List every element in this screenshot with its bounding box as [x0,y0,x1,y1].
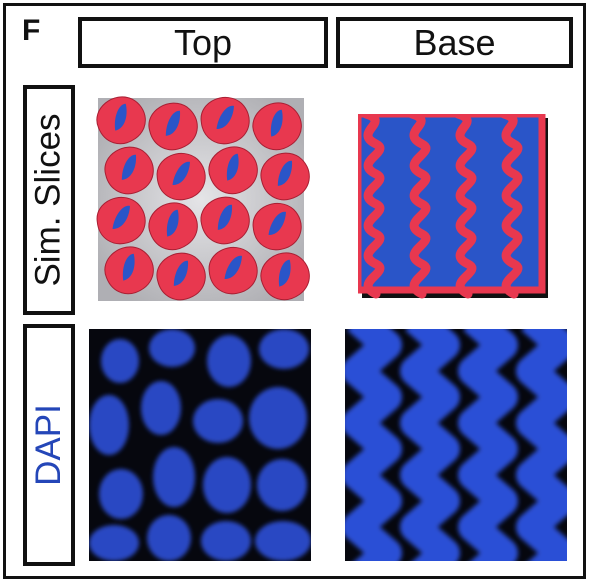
dapi-base-image [345,329,567,561]
sim-stripe [407,114,431,299]
sim-stripe [361,114,385,299]
dapi-blob [201,521,251,561]
simulated-slice-top-image [92,92,310,307]
sim-lobe [260,152,310,201]
dapi-top-image [89,329,311,561]
dapi-blob [147,515,191,561]
column-header-top: Top [78,17,328,68]
dapi-blob [141,381,181,435]
sim-lobe [104,146,154,195]
simulated-slice-base-image [358,114,552,300]
sim-lobe [252,102,302,151]
sim-lobe [96,196,146,245]
dapi-blob [259,329,309,369]
dapi-stripe [516,329,567,561]
sim-lobe [208,246,258,295]
dapi-stripe [458,329,518,561]
dapi-blob [257,459,307,511]
dapi-blob [193,399,243,443]
sim-lobe [156,252,206,301]
dapi-blob [153,447,195,507]
dapi-blob [207,335,251,387]
sim-stripe [453,114,477,299]
sim-lobe [252,202,302,251]
dapi-blob [89,395,129,455]
row-label-sim-slices: Sim. Slices [23,85,75,315]
sim-lobe [260,252,310,301]
dapi-stripe [345,329,402,561]
sim-lobe [156,152,206,201]
sim-lobe [208,146,258,195]
column-header-base: Base [336,17,573,68]
row-label-dapi-text: DAPI [29,404,69,486]
dapi-blob [89,525,139,561]
dapi-blob [203,457,251,513]
dapi-blob [255,521,311,561]
figure-frame [3,3,586,579]
row-label-dapi: DAPI [23,324,75,566]
dapi-blob [101,339,139,383]
dapi-blob [149,329,195,367]
row-label-sim-slices-text: Sim. Slices [29,113,68,287]
sim-lobe [104,246,154,295]
sim-lobe [200,96,250,145]
dapi-stripe [400,329,460,561]
dapi-blob [249,387,307,449]
panel-letter: F [22,14,41,47]
sim-lobe [200,196,250,245]
sim-stripe [499,114,523,299]
dapi-blob [99,469,143,519]
sim-lobe [96,96,146,145]
sim-lobe [148,102,198,151]
sim-lobe [148,202,198,251]
